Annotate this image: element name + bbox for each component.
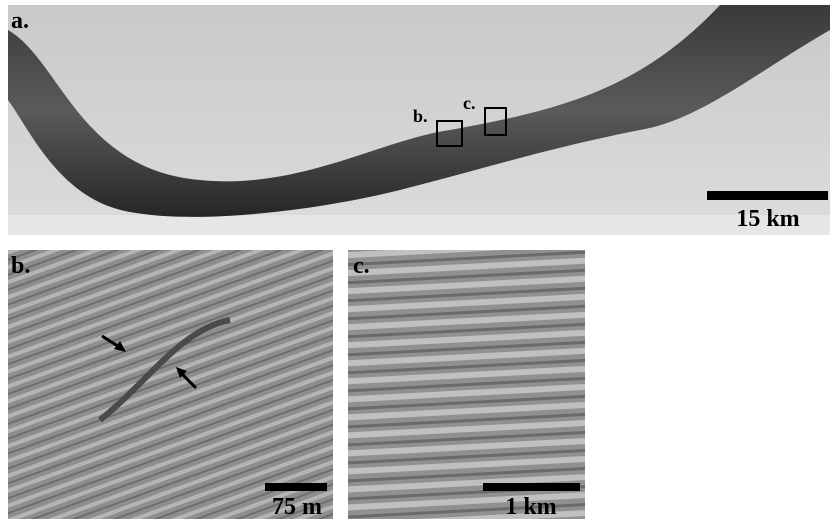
panel-c: c. 1 km <box>348 250 585 519</box>
lower-terrain <box>8 215 830 235</box>
scale-bar-label: 75 m <box>272 494 322 519</box>
panel-c-image <box>348 250 585 519</box>
scale-bar <box>265 483 327 491</box>
scale-bar-label: 15 km <box>736 206 799 232</box>
figure: b. c. a. 15 km b. 75 m c. 1 km <box>0 0 830 519</box>
scale-bar-label: 1 km <box>505 494 556 519</box>
panel-b-image <box>8 250 333 519</box>
panel-label: a. <box>11 8 29 34</box>
panel-b: b. 75 m <box>8 250 333 519</box>
scale-bar <box>707 191 828 200</box>
panel-label: c. <box>353 253 370 279</box>
inset-label: c. <box>463 93 476 113</box>
scale-bar <box>483 483 580 491</box>
panel-label: b. <box>11 253 30 279</box>
inset-label: b. <box>413 106 428 126</box>
panel-a: b. c. a. 15 km <box>8 5 830 235</box>
